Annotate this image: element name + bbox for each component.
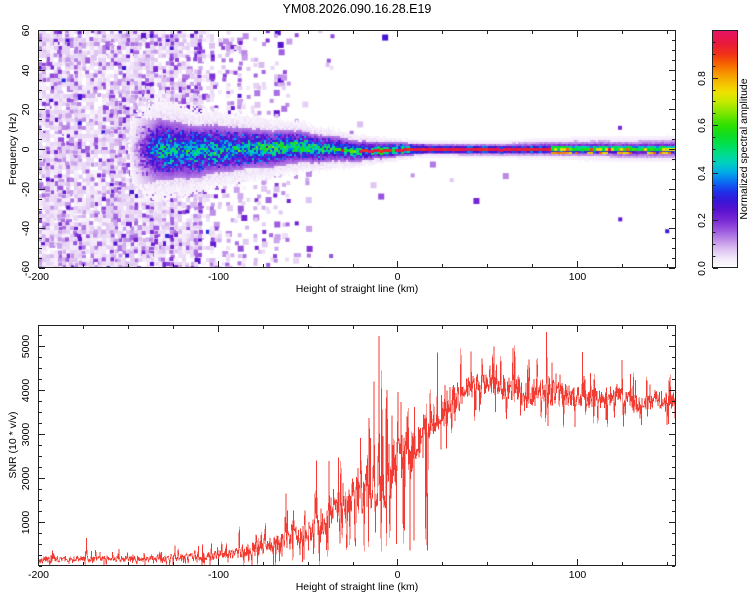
colorbar-gradient	[712, 30, 738, 268]
tick-label: 0.8	[696, 71, 708, 86]
top-plot-xticks: -200 -100 0 100	[28, 31, 668, 283]
tick-label: 100	[569, 569, 587, 581]
tick-label: -100	[208, 271, 229, 283]
plot-title: YM08.2026.090.16.28.E19	[282, 2, 432, 16]
top-xaxis-label: Height of straight line (km)	[295, 283, 419, 295]
tick-label: 5000	[20, 335, 32, 359]
bottom-plot-yticks: 1000 2000 3000 4000 5000	[20, 335, 675, 567]
tick-label: 0	[20, 146, 32, 152]
tick-label: 40	[20, 65, 32, 77]
tick-label: 0	[395, 569, 401, 581]
colorbar-ticks: 0.0 0.2 0.4 0.6 0.8	[696, 30, 718, 276]
tick-label: 2000	[20, 467, 32, 491]
snr-trace-group	[37, 331, 677, 566]
snr-trace	[37, 331, 677, 566]
tick-label: 0.6	[696, 118, 708, 133]
bottom-plot-xticks: -200 -100 0 100	[28, 326, 668, 581]
tick-label: -200	[28, 271, 49, 283]
top-plot-frame	[38, 30, 676, 268]
tick-label: 20	[20, 104, 32, 116]
tick-label: 4000	[20, 379, 32, 403]
bottom-plot-frame	[38, 325, 676, 566]
tick-label: 1000	[20, 511, 32, 535]
tick-label: -100	[208, 569, 229, 581]
tick-label: 60	[20, 25, 32, 37]
tick-label: -40	[20, 221, 32, 236]
spectrogram-canvas	[38, 30, 676, 268]
tick-label: 3000	[20, 423, 32, 447]
tick-label: 0.2	[696, 213, 708, 228]
tick-label: -20	[20, 182, 32, 197]
bottom-xaxis-label: Height of straight line (km)	[295, 581, 419, 593]
tick-label: 0.4	[696, 166, 708, 181]
colorbar-frame	[712, 30, 738, 268]
top-plot-yticks: -60 -40 -20 0 20 40 60	[20, 25, 675, 276]
tick-label: -60	[20, 261, 32, 276]
panel-frames	[38, 30, 738, 566]
tick-label: 0	[395, 271, 401, 283]
tick-label: -200	[28, 569, 49, 581]
tick-label: 100	[569, 271, 587, 283]
tick-label: 0.0	[696, 261, 708, 276]
